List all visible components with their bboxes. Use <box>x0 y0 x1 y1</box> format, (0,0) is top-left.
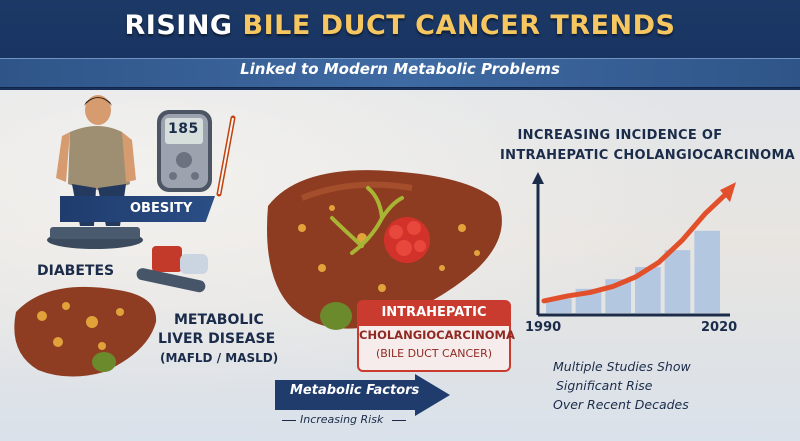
title-part-white: RISING <box>124 10 243 41</box>
chart-title-line1: INCREASING INCIDENCE OF <box>517 128 723 143</box>
obesity-figure-icon <box>47 95 143 249</box>
fatty-liver-icon <box>14 286 157 377</box>
page-title: RISING BILE DUCT CANCER TRENDS <box>0 10 800 41</box>
x-end-label: 2020 <box>701 320 738 335</box>
note-line3: Over Recent Decades <box>553 397 689 412</box>
title-part-gold: BILE DUCT CANCER TRENDS <box>242 10 676 41</box>
tumor-label-header <box>359 302 509 326</box>
tumor-label-line3: (BILE DUCT CANCER) <box>375 347 493 360</box>
liver-label-line2: LIVER DISEASE <box>158 331 276 347</box>
liver-label-line3: (MAFLD / MASLD) <box>160 351 279 365</box>
risk-divider-right <box>392 420 406 421</box>
chart-title-line2: INTRAHEPATIC CHOLANGIOCARCINOMA <box>500 148 796 163</box>
bar-1 <box>546 298 572 313</box>
bar-6 <box>694 230 720 313</box>
arrow-label: Metabolic Factors <box>290 383 420 398</box>
incidence-chart <box>532 172 736 317</box>
y-axis-arrow-icon <box>532 172 544 184</box>
metabolic-arrow-icon <box>275 374 450 416</box>
insulin-pen-icon <box>136 246 208 293</box>
x-start-label: 1990 <box>525 320 562 335</box>
page-subtitle: Linked to Modern Metabolic Problems <box>240 60 560 78</box>
obesity-ribbon: OBESITY <box>60 196 215 222</box>
tumor-label-line2: CHOLANGIOCARCINOMA <box>359 328 515 342</box>
glucose-reading: 185 <box>168 121 199 137</box>
subtitle-band <box>0 58 800 88</box>
risk-divider-left <box>282 420 296 421</box>
risk-label: Increasing Risk <box>300 413 384 426</box>
trend-arrowhead-icon <box>720 182 736 203</box>
trend-line <box>541 189 731 304</box>
obesity-label: OBESITY <box>130 201 193 216</box>
tumor-label-line1: INTRAHEPATIC <box>381 305 487 320</box>
glucose-meter-icon <box>157 110 236 197</box>
note-line2: Significant Rise <box>556 378 653 393</box>
diabetes-label: DIABETES <box>37 263 115 279</box>
bar-5 <box>664 250 691 313</box>
liver-label-line1: METABOLIC <box>174 312 264 328</box>
note-line1: Multiple Studies Show <box>553 359 691 374</box>
liver-tumor-illustration <box>267 170 502 330</box>
